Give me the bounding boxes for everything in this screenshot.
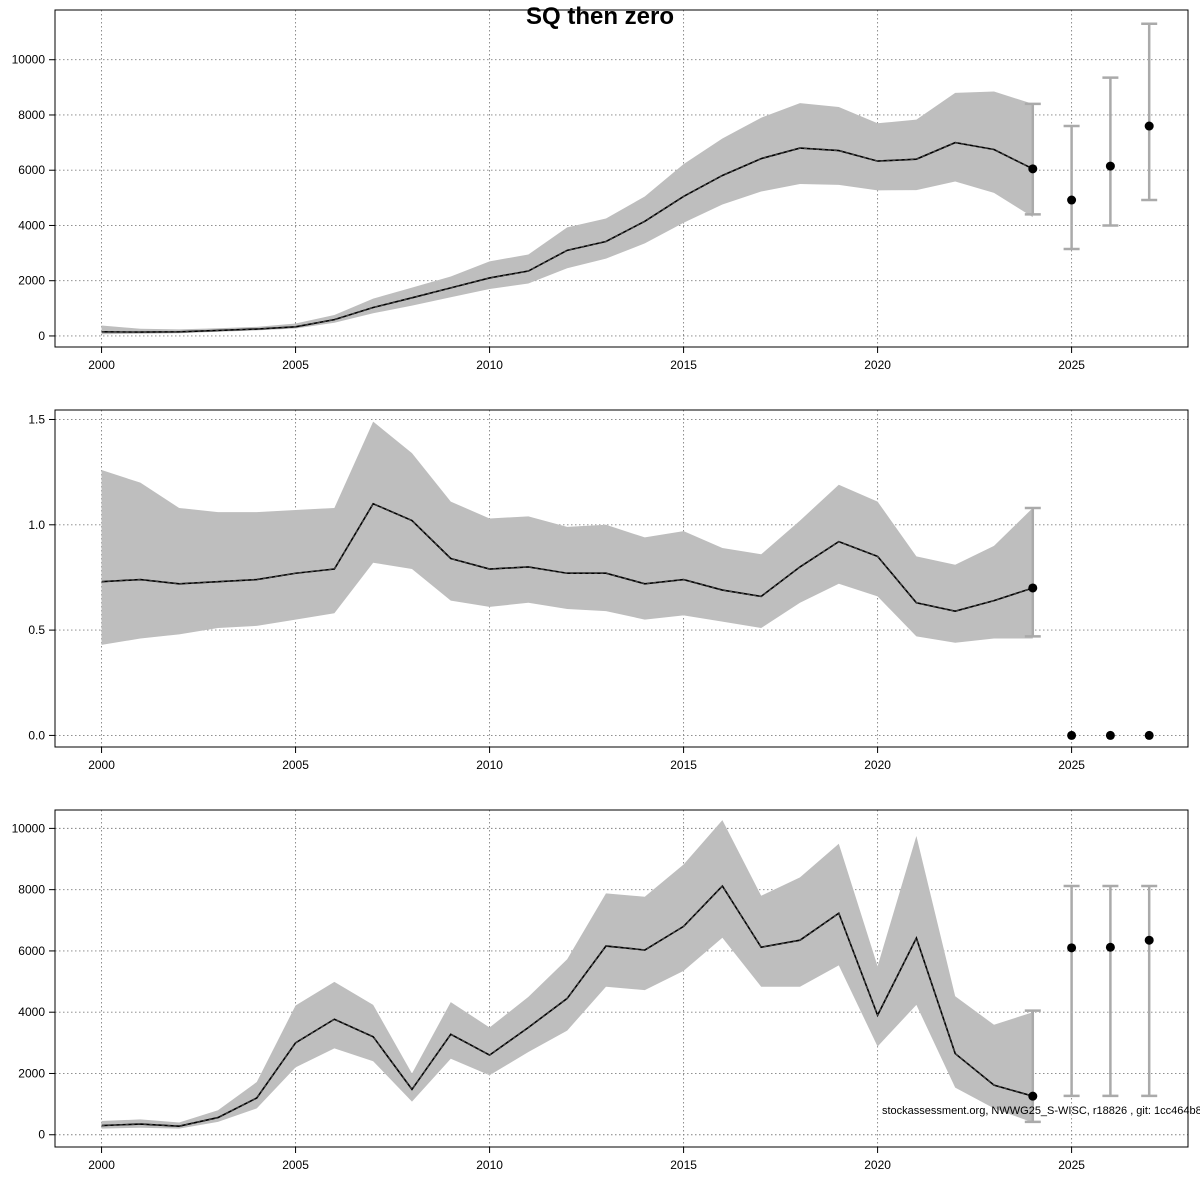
f-confidence-band bbox=[101, 421, 1033, 645]
recruits-xtick-label: 2025 bbox=[1058, 1158, 1085, 1172]
ssb-plot-frame bbox=[54, 9, 1189, 348]
f-forecast-point bbox=[1144, 730, 1154, 740]
recruits-plot-frame bbox=[54, 809, 1189, 1148]
recruits-ytick-label: 6000 bbox=[18, 944, 45, 958]
recruits-forecast-point bbox=[1105, 942, 1115, 952]
f-ytick-label: 0.5 bbox=[28, 623, 45, 637]
recruits-estimate-line-dashed bbox=[101, 885, 1033, 1127]
fishing-mortality-panel: 2000 2005 2010 2015 2020 2025 0.0 0.5 1.0 1.5 bbox=[28, 409, 1189, 772]
recruits-ytick-label: 10000 bbox=[12, 821, 46, 835]
recruits-xtick-label: 2015 bbox=[670, 1158, 697, 1172]
ssb-forecast-point bbox=[1105, 161, 1115, 171]
figure-title: SQ then zero bbox=[526, 3, 674, 30]
recruits-forecast-point bbox=[1144, 935, 1154, 945]
f-xtick-label: 2025 bbox=[1058, 758, 1085, 772]
f-plot-frame bbox=[54, 409, 1189, 748]
recruits-forecast-point bbox=[1067, 943, 1077, 953]
ssb-ytick-label: 6000 bbox=[18, 163, 45, 177]
f-forecast-point bbox=[1028, 583, 1038, 593]
recruits-ytick-label: 0 bbox=[38, 1128, 45, 1142]
f-xtick-label: 2005 bbox=[282, 758, 309, 772]
f-ytick-label: 1.5 bbox=[28, 412, 45, 426]
recruits-forecast-point bbox=[1028, 1091, 1038, 1101]
recruits-xtick-label: 2020 bbox=[864, 1158, 891, 1172]
recruits-xtick-label: 2005 bbox=[282, 1158, 309, 1172]
f-estimate-line-dashed bbox=[101, 503, 1033, 612]
ssb-xtick-label: 2025 bbox=[1058, 358, 1085, 372]
f-forecast-point bbox=[1067, 730, 1077, 740]
recruits-ytick-label: 2000 bbox=[18, 1066, 45, 1080]
ssb-ytick-label: 2000 bbox=[18, 274, 45, 288]
ssb-ytick-label: 8000 bbox=[18, 108, 45, 122]
ssb-confidence-band bbox=[101, 91, 1033, 335]
f-xtick-label: 2020 bbox=[864, 758, 891, 772]
ssb-forecast-point bbox=[1067, 195, 1077, 205]
ssb-ytick-label: 0 bbox=[38, 329, 45, 343]
ssb-xtick-label: 2010 bbox=[476, 358, 503, 372]
footer-credit: stockassessment.org, NWWG25_S-WISC, r188… bbox=[882, 1105, 1200, 1117]
recruits-panel: 2000 2005 2010 2015 2020 2025 0 2000 4000 6000 800… bbox=[12, 809, 1189, 1172]
ssb-xtick-label: 2020 bbox=[864, 358, 891, 372]
ssb-forecast-point bbox=[1028, 164, 1038, 174]
ssb-ytick-label: 4000 bbox=[18, 218, 45, 232]
ssb-xtick-label: 2015 bbox=[670, 358, 697, 372]
recruits-xtick-label: 2000 bbox=[88, 1158, 115, 1172]
ssb-xtick-label: 2005 bbox=[282, 358, 309, 372]
f-xtick-label: 2000 bbox=[88, 758, 115, 772]
ssb-forecast-point bbox=[1144, 121, 1154, 131]
recruits-ytick-label: 4000 bbox=[18, 1005, 45, 1019]
ssb-ytick-label: 10000 bbox=[12, 53, 46, 67]
ssb-xtick-label: 2000 bbox=[88, 358, 115, 372]
f-ytick-label: 0.0 bbox=[28, 728, 45, 742]
recruits-xtick-label: 2010 bbox=[476, 1158, 503, 1172]
ssb-estimate-line bbox=[101, 141, 1034, 333]
ssb-panel: 2000 2005 2010 2015 2020 2025 0 2000 4000 6000 800… bbox=[12, 9, 1189, 372]
recruits-ytick-label: 8000 bbox=[18, 883, 45, 897]
f-ytick-label: 1.0 bbox=[28, 518, 45, 532]
f-xtick-label: 2010 bbox=[476, 758, 503, 772]
recruits-confidence-band bbox=[101, 820, 1033, 1129]
f-forecast-point bbox=[1105, 730, 1115, 740]
f-xtick-label: 2015 bbox=[670, 758, 697, 772]
